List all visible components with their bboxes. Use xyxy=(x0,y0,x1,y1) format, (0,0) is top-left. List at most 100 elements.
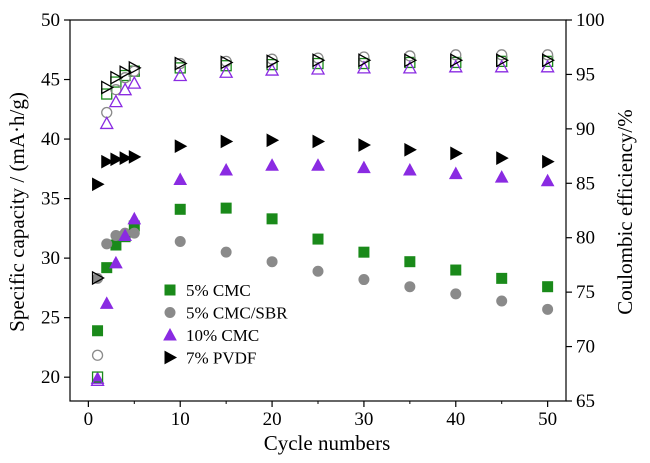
data-point xyxy=(91,270,105,286)
data-point xyxy=(310,61,326,75)
data-point xyxy=(101,154,114,169)
x-tick-label: 40 xyxy=(446,409,465,430)
y-tick-label: 30 xyxy=(41,248,60,269)
data-point xyxy=(127,75,142,89)
y-tick-label: 20 xyxy=(41,367,60,388)
data-point xyxy=(358,53,372,68)
legend-marker xyxy=(164,307,176,318)
data-point xyxy=(403,162,417,176)
data-point xyxy=(173,68,188,82)
series-1 xyxy=(92,227,554,315)
x-tick-label: 10 xyxy=(171,409,190,430)
data-point xyxy=(101,106,113,119)
x-axis-ticks: 0 10 20 30 40 50 xyxy=(84,401,557,430)
data-point xyxy=(174,139,188,154)
data-point xyxy=(266,133,280,148)
data-point xyxy=(109,255,123,269)
data-point xyxy=(119,151,133,165)
data-point xyxy=(358,246,370,258)
y-axis-title: Specific capacity / (mA·h/g) xyxy=(5,92,29,332)
data-point xyxy=(110,152,123,167)
legend: 5% CMC 5% CMC/SBR 10% CMC 7% PVDF xyxy=(163,281,288,368)
y-tick-label: 40 xyxy=(41,129,60,150)
data-point xyxy=(540,59,555,73)
x-tick-label: 20 xyxy=(263,409,282,430)
legend-marker xyxy=(164,284,176,296)
y-tick-label: 35 xyxy=(41,189,60,210)
data-point xyxy=(220,246,232,258)
data-point xyxy=(358,138,371,152)
y2-axis-title: Coulombic efficiency/% xyxy=(613,109,637,314)
data-point xyxy=(265,158,279,171)
data-point xyxy=(404,281,416,293)
data-point xyxy=(92,325,104,337)
data-point xyxy=(357,160,371,174)
data-point xyxy=(542,154,555,169)
data-point xyxy=(448,59,463,73)
data-point xyxy=(542,281,554,293)
data-point xyxy=(91,371,104,383)
y2-tick-label: 80 xyxy=(576,228,595,249)
data-point xyxy=(128,150,142,164)
y2-tick-label: 70 xyxy=(576,337,595,358)
data-point xyxy=(99,116,114,130)
data-point xyxy=(450,53,464,68)
data-point xyxy=(542,303,554,315)
data-point xyxy=(110,239,122,251)
data-point xyxy=(496,53,510,68)
data-point xyxy=(311,158,325,171)
legend-marker xyxy=(164,350,178,365)
data-point xyxy=(358,274,370,286)
y2-tick-label: 100 xyxy=(576,10,605,31)
data-point xyxy=(174,203,186,215)
y2-tick-label: 90 xyxy=(576,119,595,140)
data-point xyxy=(450,264,462,276)
data-point xyxy=(312,134,326,149)
data-point xyxy=(110,70,124,85)
data-point xyxy=(404,256,416,268)
plot-border xyxy=(69,19,567,402)
x-tick-label: 30 xyxy=(354,409,373,430)
data-point xyxy=(174,235,186,247)
y2-tick-label: 85 xyxy=(576,173,595,194)
legend-marker xyxy=(163,327,177,341)
data-point xyxy=(541,53,555,68)
data-point xyxy=(92,177,105,192)
data-point xyxy=(128,60,142,75)
data-point xyxy=(128,227,140,239)
data-point xyxy=(266,54,280,69)
data-point xyxy=(266,256,278,268)
data-point xyxy=(101,80,115,95)
plot-frame xyxy=(69,19,567,402)
y2-tick-label: 65 xyxy=(576,391,595,412)
series-6 xyxy=(90,59,555,386)
data-point xyxy=(540,173,555,187)
data-point xyxy=(174,56,188,71)
data-point xyxy=(496,151,509,165)
data-point xyxy=(118,82,133,96)
y-tick-label: 50 xyxy=(41,10,60,31)
data-point xyxy=(266,213,278,225)
y-tick-label: 25 xyxy=(41,308,60,329)
data-point xyxy=(402,60,417,74)
series-3 xyxy=(92,133,555,192)
data-point xyxy=(312,53,326,68)
series-4 xyxy=(91,55,554,383)
y2-tick-label: 75 xyxy=(576,282,595,303)
data-point xyxy=(404,142,417,157)
x-tick-label: 0 xyxy=(84,409,94,430)
data-point xyxy=(220,55,234,70)
data-point xyxy=(219,64,234,78)
data-point xyxy=(496,295,508,307)
data-point xyxy=(356,60,372,74)
data-point xyxy=(496,272,508,284)
data-point xyxy=(494,170,509,183)
y-axis-ticks: 20 25 30 35 40 45 50 xyxy=(41,10,70,388)
data-point xyxy=(220,202,232,214)
data-point xyxy=(494,59,509,73)
data-point xyxy=(101,238,113,250)
x-tick-label: 50 xyxy=(538,409,557,430)
data-point xyxy=(173,172,188,186)
data-point xyxy=(99,296,114,309)
